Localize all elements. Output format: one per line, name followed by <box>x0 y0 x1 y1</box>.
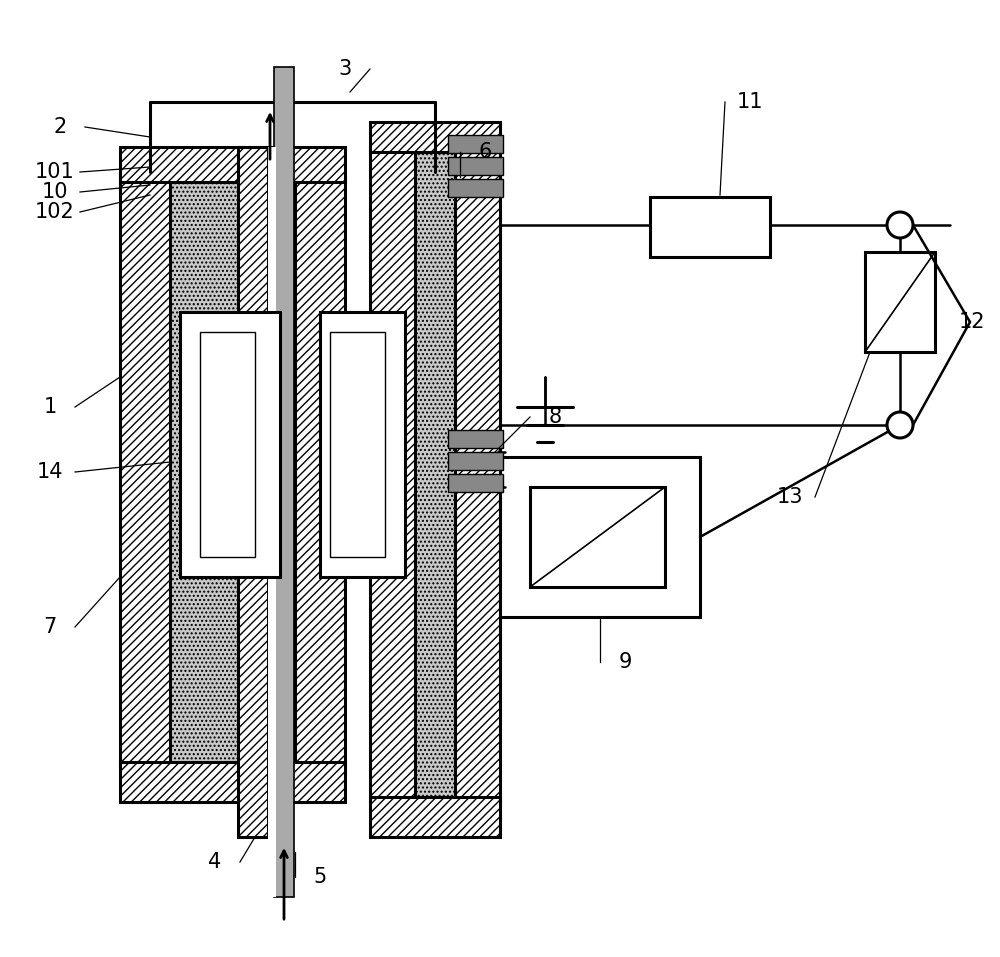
Bar <box>448 157 503 175</box>
Text: 3: 3 <box>338 59 352 79</box>
Bar <box>448 452 503 470</box>
Bar <box>530 487 665 587</box>
Bar <box>650 197 770 257</box>
Text: 8: 8 <box>548 407 562 427</box>
Bar <box>120 177 170 767</box>
Bar <box>274 67 294 897</box>
Bar <box>415 152 455 802</box>
Bar <box>448 135 503 153</box>
Circle shape <box>887 412 913 438</box>
Text: 13: 13 <box>777 487 803 507</box>
Bar <box>170 182 295 767</box>
Bar <box>182 314 278 575</box>
Bar <box>448 179 503 197</box>
Circle shape <box>887 212 913 238</box>
Bar <box>322 314 403 575</box>
Bar <box>330 332 385 557</box>
Text: 102: 102 <box>35 202 75 222</box>
Bar <box>180 312 280 577</box>
Bar <box>120 762 345 802</box>
Text: 101: 101 <box>35 162 75 182</box>
Bar <box>500 457 700 617</box>
Text: 10: 10 <box>42 182 68 202</box>
Text: 14: 14 <box>37 462 63 482</box>
Text: 12: 12 <box>959 312 985 332</box>
Bar <box>268 147 276 897</box>
Bar <box>295 177 345 767</box>
Text: 1: 1 <box>43 397 57 417</box>
Bar <box>448 430 503 448</box>
Bar <box>448 474 503 492</box>
Text: 6: 6 <box>478 142 492 162</box>
Text: 11: 11 <box>737 92 763 112</box>
Text: 7: 7 <box>43 617 57 637</box>
Bar <box>200 332 255 557</box>
Bar <box>865 252 935 352</box>
Bar <box>370 147 415 802</box>
Bar <box>238 147 268 837</box>
Bar <box>370 797 500 837</box>
Text: 9: 9 <box>618 652 632 672</box>
Bar <box>320 312 405 577</box>
Text: 4: 4 <box>208 852 222 872</box>
Bar <box>455 147 500 802</box>
Text: 5: 5 <box>313 867 327 887</box>
Text: 2: 2 <box>53 117 67 137</box>
Bar <box>370 122 500 152</box>
Bar <box>120 147 345 182</box>
